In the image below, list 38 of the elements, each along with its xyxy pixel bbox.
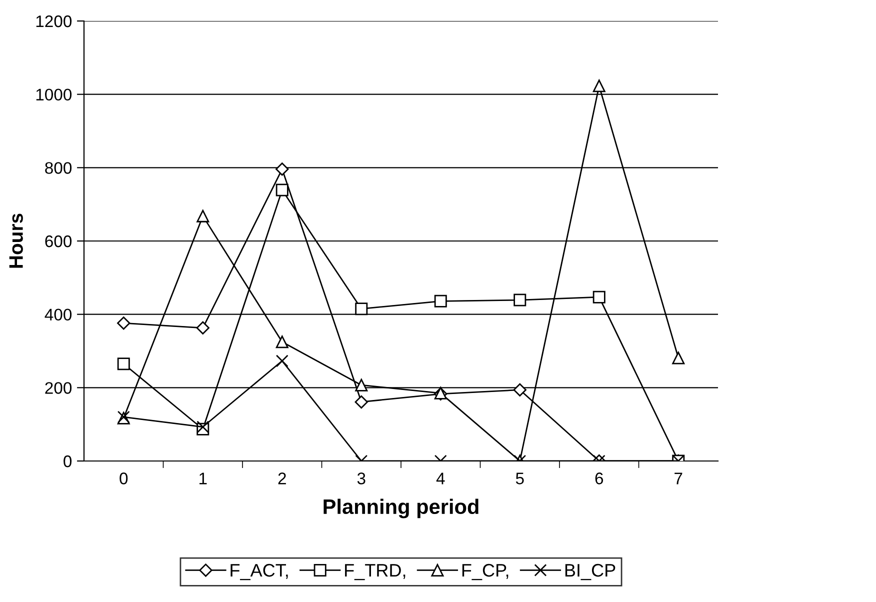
x-tick-label: 4 [436, 472, 445, 484]
x-tick-label: 7 [674, 472, 682, 484]
x-tick-label: 0 [120, 472, 128, 484]
x-tick-label: 5 [516, 472, 524, 484]
point [196, 321, 210, 334]
point [117, 358, 130, 370]
x-tick-label: 3 [357, 472, 366, 484]
y-tick-label: 1200 [36, 15, 72, 28]
point [355, 378, 368, 392]
point [355, 302, 368, 316]
y-tick-label: 600 [45, 235, 72, 248]
point [117, 316, 130, 330]
y-axis-title: Hours [9, 214, 23, 268]
point [434, 294, 447, 308]
point [592, 80, 606, 92]
y-tick-label: 800 [45, 162, 72, 174]
point [592, 290, 606, 304]
legend-label: F_TRD, [345, 564, 406, 580]
point [672, 352, 685, 364]
x-tick-label: 2 [278, 472, 286, 484]
point [513, 383, 526, 396]
legend-label: F_CP, [462, 564, 508, 580]
y-tick-label: 1000 [36, 88, 72, 101]
point [276, 184, 288, 196]
point [276, 336, 288, 348]
x-axis-title: Planning period [324, 498, 478, 518]
point [196, 210, 210, 222]
y-tick-label: 200 [45, 382, 72, 394]
y-tick-label: 0 [64, 455, 72, 468]
point [276, 354, 288, 368]
y-tick-label: 400 [44, 308, 72, 321]
point [514, 294, 526, 306]
legend-label: BI_CP [565, 564, 616, 580]
point [276, 162, 289, 176]
x-tick-label: 6 [595, 472, 604, 484]
x-tick-label: 1 [200, 472, 207, 484]
legend-label: F_ACT, [230, 564, 288, 580]
point [354, 395, 368, 409]
